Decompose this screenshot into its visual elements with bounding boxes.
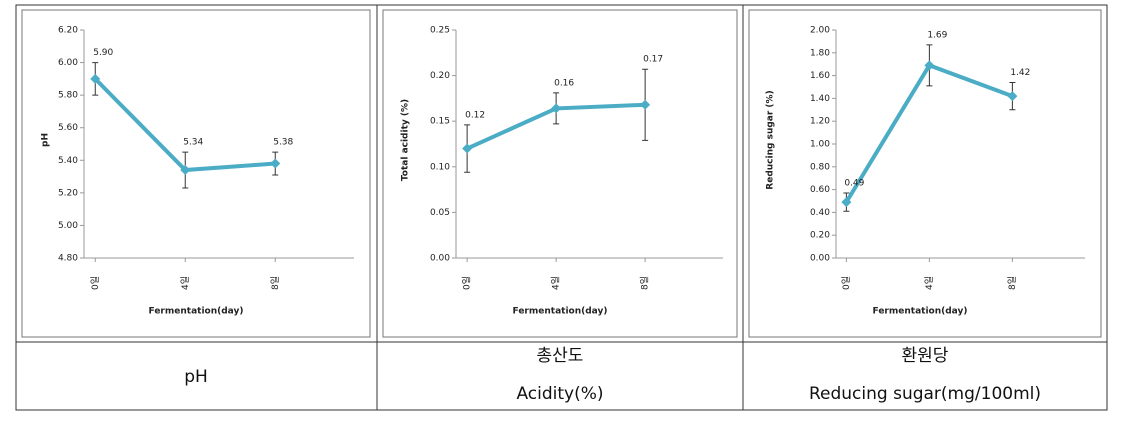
y-tick-label: 5.00	[58, 221, 78, 231]
x-tick-label: 8일	[1007, 276, 1018, 290]
y-tick-label: 0.10	[430, 162, 450, 172]
y-tick-label: 0.80	[810, 162, 830, 172]
x-tick-label: 0일	[841, 276, 852, 290]
point	[640, 99, 651, 110]
point	[1007, 91, 1018, 102]
x-axis-title: Fermentation(day)	[513, 307, 608, 317]
x-tick-label: 4일	[180, 276, 191, 290]
y-tick-label: 0.05	[430, 208, 450, 218]
x-tick-label: 4일	[551, 276, 562, 290]
x-tick-label: 0일	[462, 276, 473, 290]
chart-frame	[21, 9, 371, 338]
x-tick-label: 8일	[270, 276, 281, 290]
data-label: 0.16	[554, 78, 574, 88]
data-label: 0.17	[643, 55, 663, 65]
x-axis-title: Fermentation(day)	[873, 307, 968, 317]
data-label: 5.38	[273, 138, 293, 148]
point	[551, 103, 562, 114]
table-border	[15, 4, 1108, 411]
y-tick-label: 5.80	[58, 91, 78, 101]
y-tick-label: 0.00	[810, 254, 830, 264]
x-tick-label: 8일	[640, 276, 651, 290]
y-axis-title: pH	[41, 133, 51, 147]
y-tick-label: 0.60	[810, 185, 830, 195]
x-tick-label: 4일	[924, 276, 935, 290]
y-tick-label: 5.60	[58, 123, 78, 133]
caption: pH	[184, 367, 208, 387]
y-tick-label: 1.60	[810, 71, 830, 81]
y-tick-label: 0.15	[430, 117, 450, 127]
y-tick-label: 2.00	[810, 26, 830, 36]
caption: Acidity(%)	[516, 384, 603, 404]
caption: 총산도	[537, 346, 584, 366]
y-tick-label: 5.40	[58, 156, 78, 166]
y-tick-label: 6.00	[58, 58, 78, 68]
chart-frame	[748, 9, 1102, 338]
point	[462, 143, 473, 154]
data-label: 0.49	[844, 179, 864, 189]
y-axis-title: Reducing sugar (%)	[766, 90, 776, 189]
y-tick-label: 1.00	[810, 140, 830, 150]
y-tick-label: 1.20	[810, 117, 830, 127]
y-tick-label: 0.00	[430, 254, 450, 264]
point	[90, 73, 101, 84]
x-axis-title: Fermentation(day)	[149, 307, 244, 317]
caption: 환원당	[902, 346, 949, 366]
data-label: 1.69	[927, 30, 947, 40]
point	[180, 165, 191, 176]
data-label: 5.34	[183, 138, 203, 148]
y-tick-label: 0.25	[430, 26, 450, 36]
x-tick-label: 0일	[90, 276, 101, 290]
data-label: 5.90	[93, 48, 113, 58]
y-tick-label: 1.40	[810, 94, 830, 104]
y-axis-title: Total acidity (%)	[401, 99, 411, 181]
point	[924, 60, 935, 71]
y-tick-label: 0.20	[430, 71, 450, 81]
data-label: 1.42	[1010, 68, 1030, 78]
point	[841, 197, 852, 208]
y-tick-label: 1.80	[810, 48, 830, 58]
point	[270, 158, 281, 169]
chart-frame	[382, 9, 738, 338]
caption: Reducing sugar(mg/100ml)	[809, 384, 1041, 404]
y-tick-label: 5.20	[58, 188, 78, 198]
y-tick-label: 4.80	[58, 254, 78, 264]
y-tick-label: 0.40	[810, 208, 830, 218]
data-label: 0.12	[465, 110, 485, 120]
y-tick-label: 6.20	[58, 26, 78, 36]
y-tick-label: 0.20	[810, 231, 830, 241]
